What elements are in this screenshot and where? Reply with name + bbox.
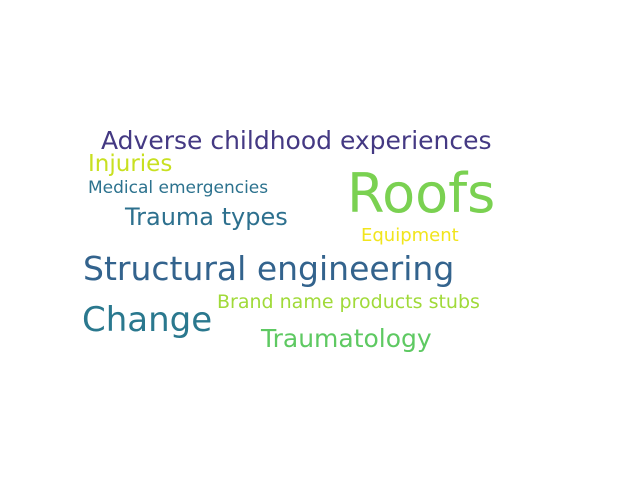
word-traumatology: Traumatology — [261, 324, 432, 353]
word-trauma-types: Trauma types — [125, 203, 288, 231]
word-brand-name-products-stubs: Brand name products stubs — [217, 291, 480, 313]
word-injuries: Injuries — [88, 151, 173, 177]
word-roofs: Roofs — [347, 162, 496, 225]
word-change: Change — [82, 300, 213, 340]
word-adverse-childhood-experiences: Adverse childhood experiences — [101, 126, 492, 155]
word-medical-emergencies: Medical emergencies — [88, 178, 269, 198]
word-equipment: Equipment — [361, 225, 459, 246]
word-structural-engineering: Structural engineering — [83, 249, 455, 288]
